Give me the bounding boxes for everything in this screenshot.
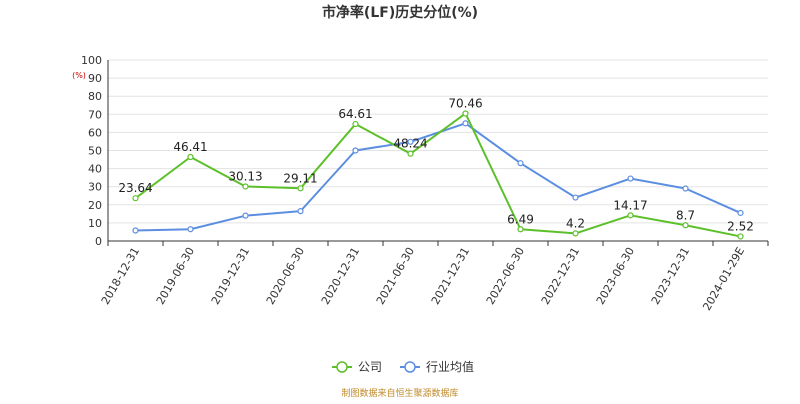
x-tick-label: 2022-06-30 <box>484 245 527 307</box>
data-label: 4.2 <box>566 216 585 230</box>
axes <box>107 60 769 246</box>
data-point[interactable] <box>737 209 744 217</box>
data-label: 46.41 <box>173 140 207 154</box>
y-tick-label: 30 <box>88 181 102 194</box>
data-point[interactable] <box>407 150 414 157</box>
y-unit-label: (%) <box>72 71 86 80</box>
data-point[interactable] <box>517 160 524 167</box>
x-tick-label: 2020-12-31 <box>319 245 362 307</box>
y-tick-label: 80 <box>88 90 102 103</box>
data-point[interactable] <box>407 138 414 145</box>
data-label: 2.52 <box>727 219 754 233</box>
x-tick-label: 2019-06-30 <box>154 245 197 307</box>
x-tick-label: 2023-12-31 <box>649 245 692 307</box>
x-tick-label: 2023-06-30 <box>594 245 637 307</box>
data-label: 48.24 <box>393 137 427 151</box>
legend-item[interactable]: 行业均值 <box>400 359 474 374</box>
data-point[interactable] <box>737 233 744 240</box>
data-point[interactable] <box>627 212 634 219</box>
data-label: 6.49 <box>507 212 534 226</box>
y-tick-label: 60 <box>88 126 102 139</box>
data-point[interactable] <box>187 226 194 233</box>
x-tick-label: 2021-06-30 <box>374 245 417 307</box>
y-tick-label: 70 <box>88 108 102 121</box>
y-tick-label: 10 <box>88 217 102 230</box>
data-label: 70.46 <box>448 96 482 110</box>
data-point[interactable] <box>682 185 689 192</box>
x-tick-label: 2021-12-31 <box>429 245 472 307</box>
x-axis-ticks: 2018-12-31 2019-06-30 2019-12-31 2020-06-30… <box>99 245 747 313</box>
legend-item[interactable]: 公司 <box>332 360 382 374</box>
data-point[interactable] <box>297 208 304 215</box>
data-label: 29.11 <box>283 171 317 185</box>
data-point[interactable] <box>572 194 579 201</box>
data-point[interactable] <box>132 227 139 234</box>
data-labels: 23.64 46.41 30.13 29.11 64.61 48.24 70.46 6.49 4… <box>118 96 754 233</box>
y-axis-ticks: 0 10 20 30 40 50 60 70 80 90 100 <box>81 54 102 248</box>
y-tick-label: 100 <box>81 54 102 67</box>
legend-label: 公司 <box>358 360 382 374</box>
data-label: 30.13 <box>228 169 262 183</box>
data-point[interactable] <box>242 212 249 219</box>
data-label: 23.64 <box>118 181 152 195</box>
x-tick-label: 2020-06-30 <box>264 245 307 307</box>
y-tick-label: 20 <box>88 199 102 212</box>
data-label: 64.61 <box>338 107 372 121</box>
data-point[interactable] <box>682 222 689 229</box>
x-tick-label: 2019-12-31 <box>209 245 252 307</box>
legend-marker <box>336 361 348 373</box>
data-point[interactable] <box>462 120 469 127</box>
data-point[interactable] <box>627 175 634 182</box>
data-point[interactable] <box>352 120 359 128</box>
data-label: 8.7 <box>676 208 695 222</box>
data-point[interactable] <box>352 147 359 154</box>
data-point[interactable] <box>462 110 469 117</box>
data-point[interactable] <box>242 183 249 190</box>
x-tick-label: 2018-12-31 <box>99 245 142 307</box>
data-point[interactable] <box>132 195 139 202</box>
y-tick-label: 0 <box>95 235 102 248</box>
y-tick-label: 40 <box>88 163 102 176</box>
y-tick-label: 50 <box>88 145 102 158</box>
series-line <box>134 112 741 238</box>
source-note: 制图数据来自恒生聚源数据库 <box>341 387 458 399</box>
legend-label: 行业均值 <box>426 359 474 374</box>
series-lines <box>132 110 744 240</box>
x-tick-label: 2022-12-31 <box>539 245 582 307</box>
data-point[interactable] <box>187 153 194 161</box>
legend[interactable]: 公司 行业均值 <box>332 359 474 374</box>
legend-marker <box>404 361 416 373</box>
y-tick-label: 90 <box>88 72 102 85</box>
x-tick-label: 2024-01-29E <box>700 245 747 313</box>
data-point[interactable] <box>572 230 579 237</box>
data-point[interactable] <box>297 185 304 192</box>
data-label: 14.17 <box>613 198 647 212</box>
chart-title: 市净率(LF)历史分位(%) <box>322 4 478 21</box>
data-point[interactable] <box>517 226 524 233</box>
